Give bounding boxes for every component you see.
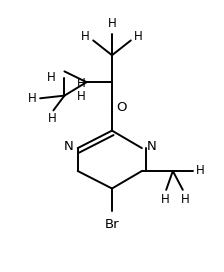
Text: H: H — [181, 193, 189, 206]
Text: N: N — [64, 140, 73, 153]
Text: H: H — [134, 30, 143, 44]
Text: H: H — [196, 165, 205, 178]
Text: H: H — [161, 193, 170, 206]
Text: H: H — [48, 112, 57, 125]
Text: Br: Br — [105, 218, 119, 231]
Text: O: O — [116, 101, 127, 114]
Text: H: H — [47, 71, 56, 84]
Text: H: H — [77, 91, 85, 103]
Text: H: H — [28, 92, 37, 105]
Text: H: H — [77, 77, 85, 90]
Text: H: H — [108, 17, 116, 30]
Text: N: N — [146, 140, 156, 153]
Text: H: H — [81, 30, 90, 44]
